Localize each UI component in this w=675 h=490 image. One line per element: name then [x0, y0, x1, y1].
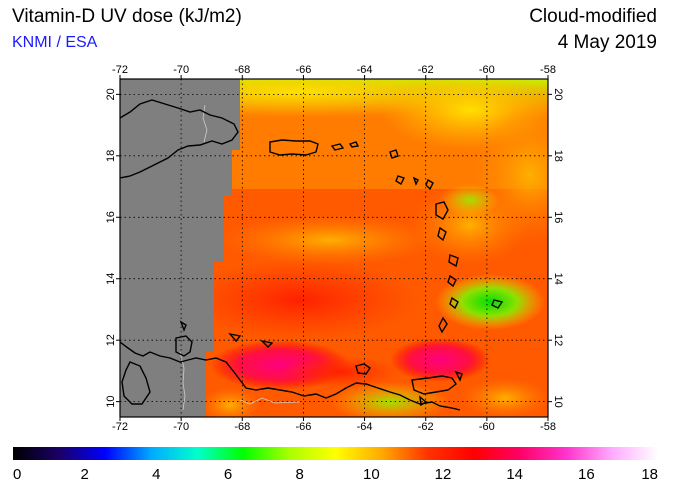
- lat-tick-label-left: 12: [105, 334, 117, 346]
- lat-tick-label-left: 14: [105, 273, 117, 285]
- colorbar-tick-label: 14: [506, 466, 523, 483]
- lat-tick-label-right: 18: [552, 150, 564, 162]
- lon-tick-label-bottom: -72: [112, 421, 128, 433]
- colorbar-tick-label: 16: [578, 466, 595, 483]
- lon-tick-label-bottom: -64: [357, 421, 373, 433]
- lon-tick-label-top: -66: [295, 64, 311, 76]
- lat-tick-label-left: 20: [105, 88, 117, 100]
- map-frame: [119, 78, 549, 418]
- lon-tick-label-top: -62: [418, 64, 434, 76]
- colorbar-tick-label: 4: [152, 466, 160, 483]
- colorbar-tick-label: 18: [641, 466, 658, 483]
- lon-tick-label-top: -72: [112, 64, 128, 76]
- lon-tick-label-top: -70: [173, 64, 189, 76]
- lat-tick-label-right: 12: [552, 334, 564, 346]
- colorbar-labels: 0 2 4 6 8 10 12 14 16 18: [13, 466, 658, 483]
- lon-labels-top: -72 -70 -68 -66 -64 -62 -60 -58: [112, 64, 556, 76]
- colorbar-tick-label: 10: [363, 466, 380, 483]
- lon-tick-label-bottom: -70: [173, 421, 189, 433]
- lat-tick-label-left: 16: [105, 211, 117, 223]
- lon-tick-label-top: -68: [234, 64, 250, 76]
- lon-tick-label-bottom: -68: [234, 421, 250, 433]
- no-data-region: [120, 79, 240, 417]
- lat-labels-right: 10 12 14 16 18 20: [552, 88, 564, 408]
- lat-tick-label-right: 20: [552, 88, 564, 100]
- lat-tick-label-left: 18: [105, 150, 117, 162]
- coastlines: [120, 99, 504, 411]
- lat-labels-left: 10 12 14 16 18 20: [105, 88, 117, 408]
- colorbar: [13, 447, 658, 460]
- credit-label: KNMI / ESA: [12, 34, 98, 51]
- lon-tick-label-top: -58: [540, 64, 556, 76]
- colorbar-tick-label: 8: [295, 466, 303, 483]
- date-label: 4 May 2019: [557, 32, 657, 53]
- lat-tick-label-left: 10: [105, 396, 117, 408]
- lon-tick-label-bottom: -60: [479, 421, 495, 433]
- lon-tick-label-top: -64: [357, 64, 373, 76]
- colorbar-tick-label: 12: [435, 466, 452, 483]
- lat-tick-label-right: 16: [552, 211, 564, 223]
- lon-tick-label-bottom: -66: [295, 421, 311, 433]
- frame-ticks: [116, 75, 552, 421]
- lon-tick-label-bottom: -62: [418, 421, 434, 433]
- lon-tick-label-bottom: -58: [540, 421, 556, 433]
- lat-tick-label-right: 10: [552, 396, 564, 408]
- lon-labels-bottom: -72 -70 -68 -66 -64 -62 -60 -58: [112, 421, 556, 433]
- graticule: [120, 79, 548, 417]
- uv-field: [120, 79, 548, 417]
- colorbar-tick-label: 2: [80, 466, 88, 483]
- map-title: Vitamin-D UV dose (kJ/m2): [12, 6, 242, 27]
- lat-tick-label-right: 14: [552, 273, 564, 285]
- lon-tick-label-top: -60: [479, 64, 495, 76]
- mode-label: Cloud-modified: [529, 6, 657, 27]
- colorbar-tick-label: 0: [13, 466, 21, 483]
- colorbar-tick-label: 6: [224, 466, 232, 483]
